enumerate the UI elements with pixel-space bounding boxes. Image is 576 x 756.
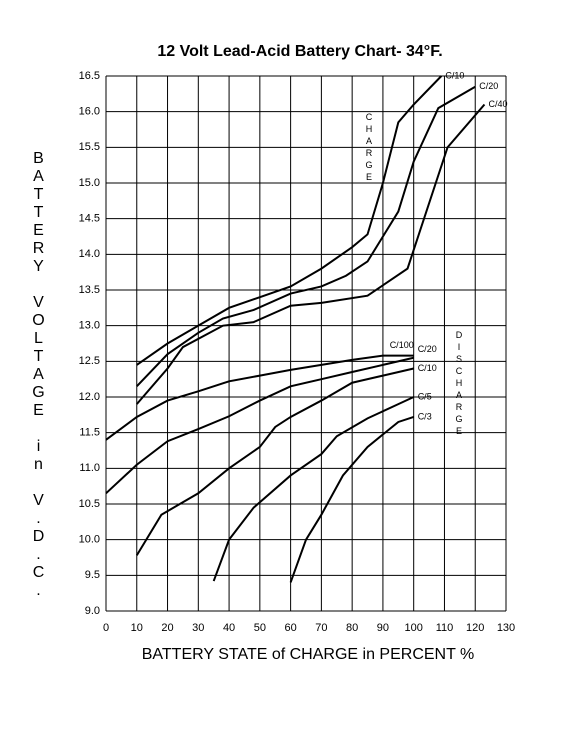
series-label: C/10 <box>445 70 464 80</box>
y-axis-label: BATTERY VOLTAGE in V.D.C. <box>30 150 47 600</box>
y-tick-label: 10.5 <box>79 498 100 510</box>
x-tick-label: 20 <box>161 622 173 634</box>
x-tick-label: 130 <box>497 622 515 634</box>
x-tick-label: 40 <box>223 622 235 634</box>
series-label: C/100 <box>390 340 414 350</box>
annotation: CHARGE <box>364 112 374 184</box>
series-label: C/40 <box>488 99 507 109</box>
chart-title: 12 Volt Lead-Acid Battery Chart- 34°F. <box>157 43 442 60</box>
x-tick-label: 100 <box>405 622 423 634</box>
series-line <box>212 396 415 582</box>
x-tick-label: 80 <box>346 622 358 634</box>
series-label: C/5 <box>418 391 432 401</box>
x-tick-label: 60 <box>284 622 296 634</box>
y-tick-label: 14.0 <box>79 248 100 260</box>
series-label: C/3 <box>418 411 432 421</box>
x-tick-label: 10 <box>131 622 143 634</box>
y-tick-label: 13.0 <box>79 320 100 332</box>
series-line <box>105 356 414 495</box>
series-label: C/10 <box>418 363 437 373</box>
y-tick-label: 15.5 <box>79 141 100 153</box>
y-tick-label: 12.0 <box>79 391 100 403</box>
y-tick-label: 9.0 <box>85 605 100 617</box>
y-tick-label: 10.0 <box>79 534 100 546</box>
x-tick-label: 50 <box>254 622 266 634</box>
series-line <box>105 354 414 441</box>
series-line <box>136 103 486 405</box>
series-line <box>289 416 415 583</box>
y-tick-label: 16.5 <box>79 70 100 82</box>
annotation: DISCHARGE <box>454 330 464 438</box>
x-tick-label: 70 <box>315 622 327 634</box>
series-label: C/20 <box>479 81 498 91</box>
x-tick-label: 90 <box>377 622 389 634</box>
x-tick-label: 0 <box>103 622 109 634</box>
x-axis-label: BATTERY STATE of CHARGE in PERCENT % <box>142 646 475 663</box>
series-line <box>136 75 443 366</box>
y-tick-label: 14.5 <box>79 213 100 225</box>
x-tick-label: 110 <box>436 622 454 634</box>
y-tick-label: 12.5 <box>79 355 100 367</box>
y-tick-label: 15.0 <box>79 177 100 189</box>
series-label: C/20 <box>418 344 437 354</box>
y-tick-label: 13.5 <box>79 284 100 296</box>
series-line <box>136 85 476 387</box>
y-tick-label: 9.5 <box>85 569 100 581</box>
x-tick-label: 120 <box>466 622 484 634</box>
x-tick-label: 30 <box>192 622 204 634</box>
series-line <box>135 367 414 556</box>
y-tick-label: 11.0 <box>79 462 100 474</box>
y-tick-label: 11.5 <box>79 427 100 439</box>
y-tick-label: 16.0 <box>79 106 100 118</box>
